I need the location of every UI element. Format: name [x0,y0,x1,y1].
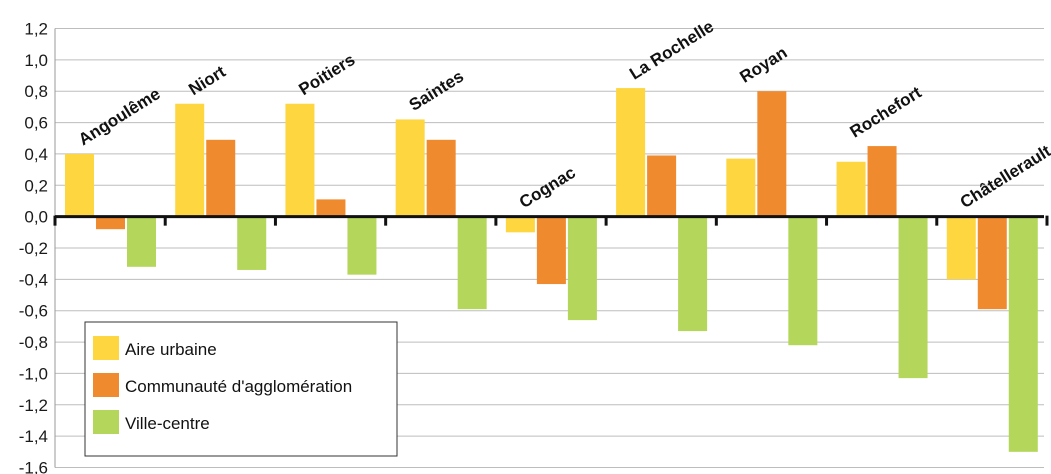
category-label: Châtellerault [957,141,1051,212]
y-tick-label: 1,2 [24,20,48,39]
bar [316,199,346,217]
category-label: Angoulême [75,84,164,149]
bar [285,103,315,217]
y-tick-label: -0,8 [19,333,48,352]
bar [237,216,267,270]
bar [757,91,787,217]
y-tick-label: -0,4 [19,270,48,289]
bar [426,139,456,217]
y-tick-label: 0,2 [24,176,48,195]
y-tick-label: -0,2 [19,239,48,258]
bar [616,88,646,217]
zero-axis [53,215,1049,226]
category-label: La Rochelle [626,17,717,84]
bar [505,216,535,233]
bar [96,216,125,230]
bar [678,216,708,332]
bar [898,216,928,379]
bar [347,216,377,275]
y-axis: 1,2 1,0 0,8 0,6 0,4 0,2 0,0 -0,2 -0,4 -0,6 -0,8 -1,… [19,20,56,474]
y-tick-label: 0,6 [24,114,48,133]
bar [175,103,205,217]
bar [726,158,756,217]
y-tick-label: -1,2 [19,396,48,415]
bar [206,139,236,217]
bar [567,216,597,321]
bar [536,216,566,285]
legend: Aire urbaine Communauté d'agglomération Vi… [84,321,398,457]
y-tick-label: -1,4 [19,427,48,446]
y-tick-label: 1,0 [24,51,48,70]
bar [946,216,976,280]
y-tick-label: -0,6 [19,302,48,321]
bar [647,155,677,217]
category-label: Cognac [516,163,579,212]
bar [867,146,897,217]
y-tick-label: 0,0 [24,208,48,227]
bar [457,216,487,310]
bar [788,216,818,346]
bars [65,88,1038,452]
legend-label: Communauté d'agglomération [125,377,352,396]
y-tick-label: 0,8 [24,82,48,101]
y-tick-label: -1,0 [19,364,48,383]
y-tick-label: -1,6 [19,459,48,474]
bar [395,119,425,217]
bar [127,216,156,267]
bar [977,216,1007,310]
legend-swatch [93,336,119,360]
bar [836,161,866,217]
legend-swatch [93,373,119,397]
legend-box [84,321,398,457]
legend-label: Ville-centre [125,414,210,433]
category-label: Niort [185,62,229,99]
bar [1008,216,1038,452]
category-label: Royan [736,43,790,87]
category-label: Poitiers [295,50,358,99]
y-tick-label: 0,4 [24,145,48,164]
bar [65,153,94,217]
legend-label: Aire urbaine [125,340,217,359]
legend-swatch [93,410,119,434]
